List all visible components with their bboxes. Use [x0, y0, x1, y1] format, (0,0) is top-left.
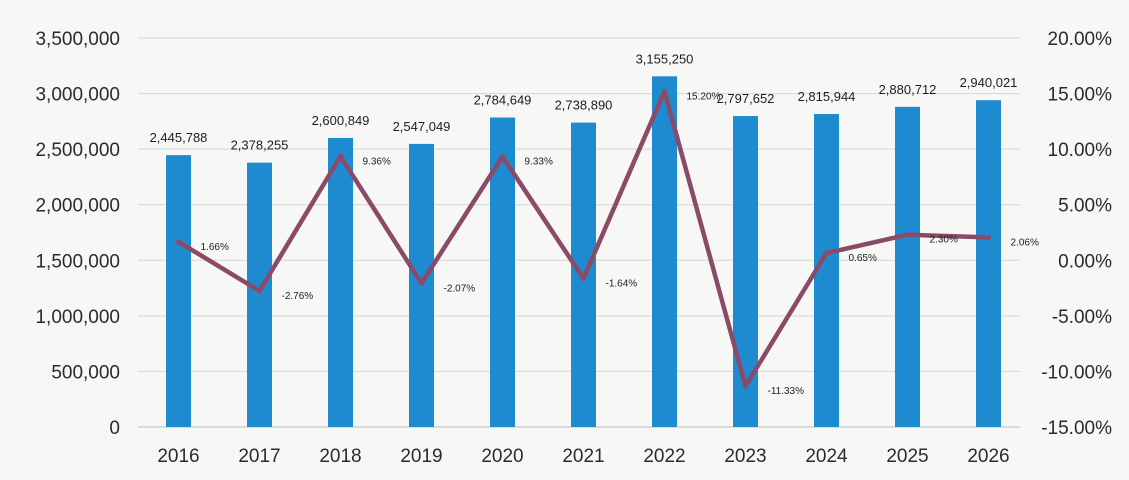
bar-data-label: 2,797,652 — [717, 91, 775, 106]
line-point — [581, 276, 586, 282]
bar — [328, 137, 353, 427]
right-axis-tick-label: 15.00% — [1048, 85, 1113, 106]
x-axis-tick-label: 2016 — [157, 446, 199, 467]
bar-data-label: 2,445,788 — [150, 130, 208, 145]
bar — [166, 155, 191, 427]
line-point — [176, 239, 181, 245]
right-y-axis: -15.00% -10.00% -5.00% 0.00% 5.00% 10.00% 15.0… — [1041, 29, 1112, 439]
line-series — [176, 88, 991, 389]
right-axis-tick-label: -5.00% — [1052, 307, 1112, 328]
x-axis-tick-label: 2019 — [400, 446, 442, 467]
line-data-label: 1.66% — [201, 242, 229, 253]
bar-data-label: 3,155,250 — [636, 51, 694, 66]
left-axis-tick-label: 500,000 — [51, 362, 120, 383]
x-axis-tick-label: 2022 — [643, 446, 685, 467]
line-data-label: 9.33% — [525, 157, 553, 168]
right-axis-tick-label: 0.00% — [1058, 251, 1112, 272]
right-axis-tick-label: 20.00% — [1048, 29, 1113, 50]
line-data-labels: 1.66% -2.76% 9.36% -2.07% 9.33% -1.64% 15.20% -… — [201, 91, 1039, 397]
x-axis-tick-label: 2026 — [967, 446, 1009, 467]
bar-data-label: 2,940,021 — [960, 75, 1018, 90]
left-axis-tick-label: 3,500,000 — [35, 29, 120, 50]
bar-data-label: 2,880,712 — [879, 82, 937, 97]
bar-data-label: 2,547,049 — [393, 119, 451, 134]
bar-series — [166, 76, 1001, 427]
line-point — [419, 280, 424, 286]
line-point — [500, 154, 505, 160]
bar — [247, 162, 272, 427]
bar-data-label: 2,738,890 — [555, 98, 613, 113]
x-axis-tick-label: 2018 — [319, 446, 361, 467]
line-data-label: -2.07% — [444, 283, 476, 294]
bar — [895, 106, 920, 427]
line-data-label: 0.65% — [849, 253, 877, 264]
x-axis-tick-label: 2021 — [562, 446, 604, 467]
left-axis-tick-label: 1,500,000 — [35, 251, 120, 272]
line-data-label: 2.06% — [1011, 237, 1039, 248]
bar — [652, 76, 677, 427]
left-axis-tick-label: 2,000,000 — [35, 196, 120, 217]
line-point — [743, 383, 748, 389]
line-point — [338, 153, 343, 159]
x-axis-tick-label: 2025 — [886, 446, 928, 467]
line-point — [257, 288, 262, 294]
left-axis-tick-label: 2,500,000 — [35, 140, 120, 161]
x-axis-tick-label: 2023 — [724, 446, 766, 467]
line-point — [662, 88, 667, 94]
line-point — [824, 250, 829, 256]
left-axis-tick-label: 3,000,000 — [35, 85, 120, 106]
left-axis-tick-label: 1,000,000 — [35, 307, 120, 328]
x-axis-tick-label: 2020 — [481, 446, 523, 467]
bar-data-label: 2,600,849 — [312, 113, 370, 128]
line-point — [905, 232, 910, 238]
right-axis-tick-label: -10.00% — [1041, 362, 1112, 383]
x-axis-tick-label: 2024 — [805, 446, 848, 467]
bar-data-label: 2,378,255 — [231, 138, 289, 153]
x-axis: 2016 2017 2018 2019 2020 2021 2022 2023 2024 2025… — [157, 446, 1009, 467]
bar-data-label: 2,784,649 — [474, 93, 532, 108]
bar — [976, 100, 1001, 427]
left-y-axis: 0 500,000 1,000,000 1,500,000 2,000,000 2,500… — [35, 29, 120, 439]
line-data-label: -11.33% — [768, 386, 805, 397]
x-axis-tick-label: 2017 — [238, 446, 280, 467]
bar — [490, 117, 515, 427]
bar-data-labels: 2,445,788 2,378,255 2,600,849 2,547,049 2,78… — [150, 51, 1018, 152]
line-data-label: 9.36% — [363, 156, 391, 167]
right-axis-tick-label: 5.00% — [1058, 196, 1112, 217]
line-data-label: -1.64% — [606, 279, 638, 290]
line-data-label: 2.30% — [930, 235, 958, 246]
line-data-label: 15.20% — [687, 91, 721, 102]
line-point — [986, 234, 991, 240]
line-data-label: -2.76% — [282, 291, 314, 302]
right-axis-tick-label: -15.00% — [1041, 418, 1112, 439]
bar-data-label: 2,815,944 — [798, 89, 856, 104]
left-axis-tick-label: 0 — [109, 418, 120, 439]
right-axis-tick-label: 10.00% — [1048, 140, 1113, 161]
